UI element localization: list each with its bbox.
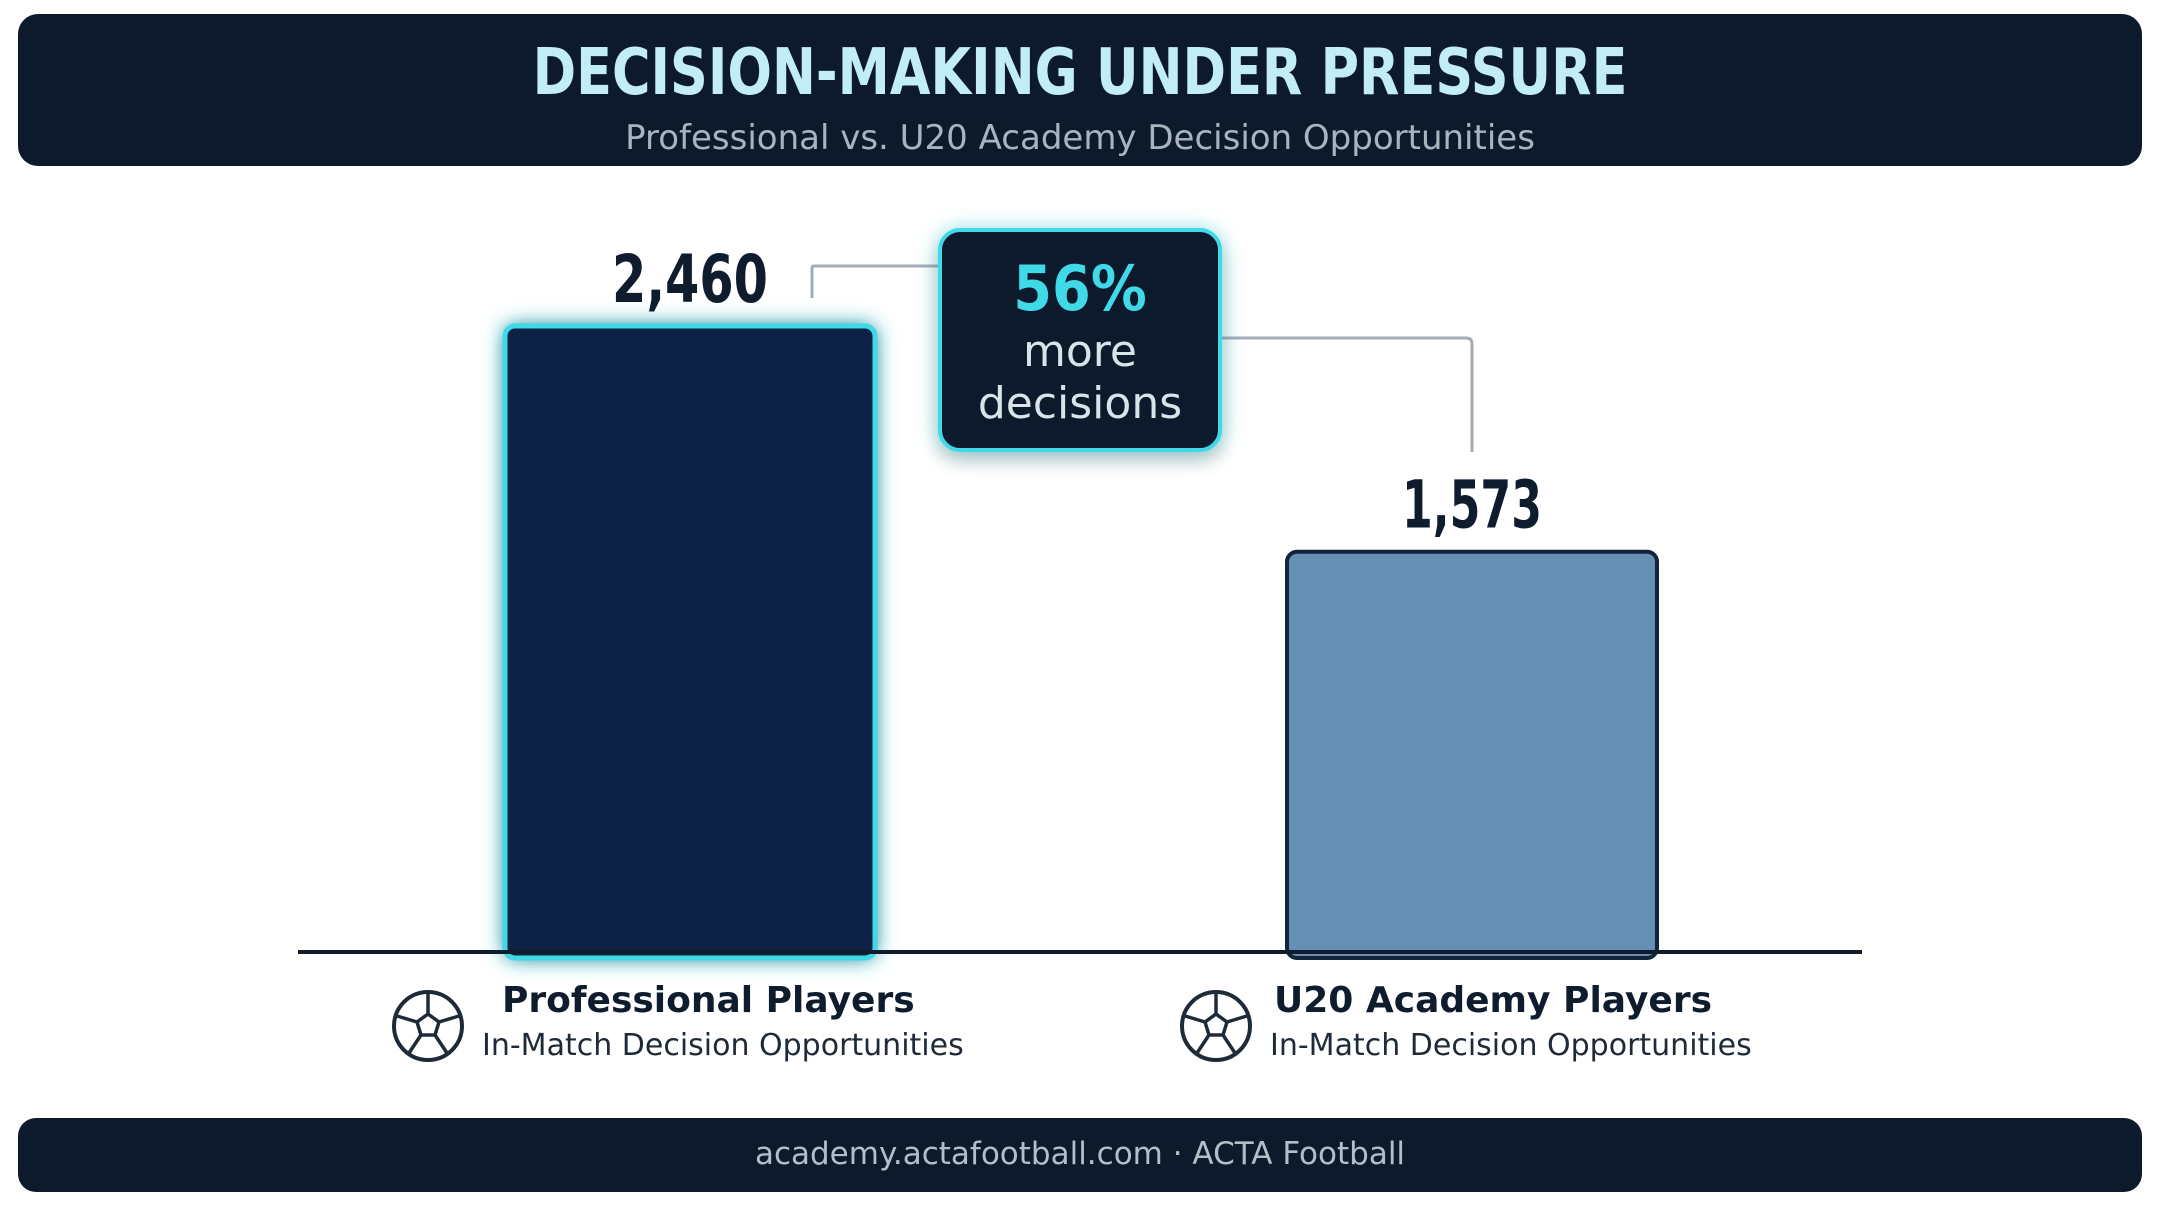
header-banner: DECISION-MAKING UNDER PRESSURE Professio… xyxy=(18,14,2142,166)
connector-line-u20 xyxy=(1222,336,1474,452)
bar-u20 xyxy=(1285,549,1659,960)
connector-line-professional xyxy=(810,264,938,298)
chart-title: DECISION-MAKING UNDER PRESSURE xyxy=(532,36,1628,110)
data-label: 2,460 xyxy=(612,241,768,318)
footer-banner: academy.actafootball.com · ACTA Football xyxy=(18,1118,2142,1192)
category-title: Professional Players xyxy=(502,980,915,1021)
category-subtitle: In-Match Decision Opportunities xyxy=(482,1028,964,1063)
category-subtitle: In-Match Decision Opportunities xyxy=(1270,1028,1752,1063)
callout-line-1: more xyxy=(1023,326,1137,377)
category-label-u20: U20 Academy Players In-Match Decision Op… xyxy=(1178,980,1778,1063)
soccer-ball-icon xyxy=(1180,990,1252,1062)
category-title: U20 Academy Players xyxy=(1274,980,1713,1021)
soccer-ball-icon xyxy=(392,990,464,1062)
bar-professional xyxy=(502,323,878,961)
chart-subtitle: Professional vs. U20 Academy Decision Op… xyxy=(625,118,1535,158)
callout-text: more decisions xyxy=(942,326,1218,430)
data-label: 1,573 xyxy=(1402,467,1542,544)
difference-callout: 56% more decisions xyxy=(938,228,1222,452)
category-label-professional: Professional Players In-Match Decision O… xyxy=(390,980,990,1063)
callout-percent: 56% xyxy=(1013,252,1147,325)
callout-line-2: decisions xyxy=(977,378,1183,429)
footer-credit: academy.actafootball.com · ACTA Football xyxy=(754,1136,1406,1172)
